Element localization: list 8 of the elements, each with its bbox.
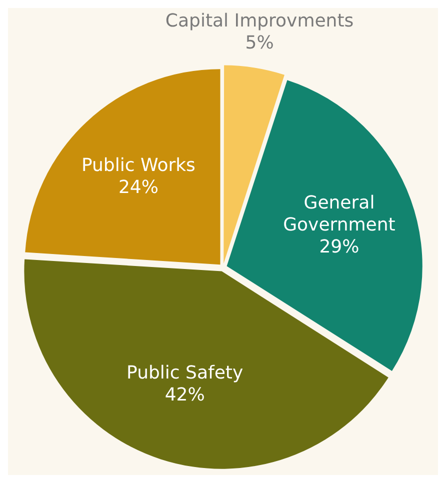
slice-label: Capital Improvments (165, 10, 354, 32)
data-label: 5% (245, 32, 274, 54)
slice-label: Public Works (81, 155, 196, 176)
slice-label: General Government (283, 192, 396, 236)
data-label: 24% (118, 177, 158, 198)
data-label: 29% (319, 236, 360, 258)
data-label: 42% (164, 384, 205, 406)
slice-label: Public Safety (126, 362, 244, 384)
